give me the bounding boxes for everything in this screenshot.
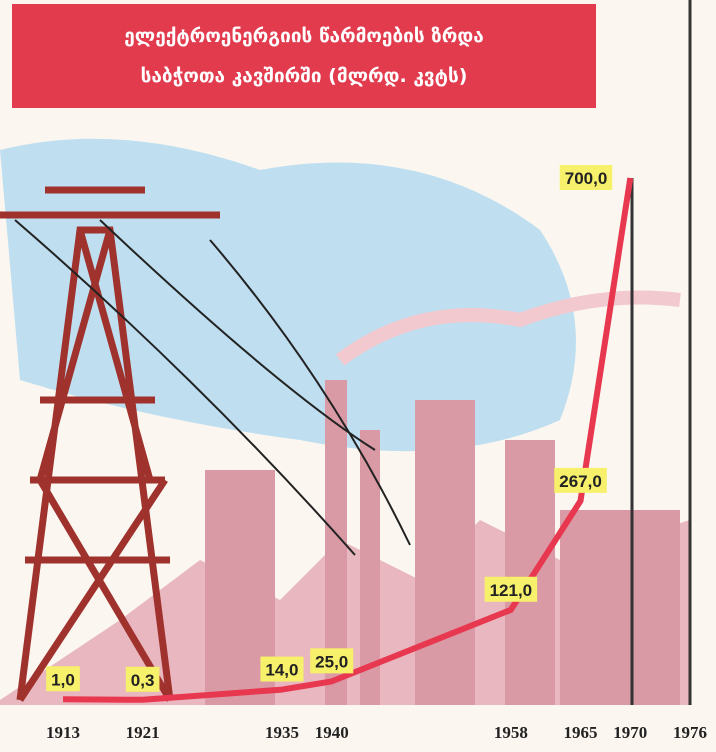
chart-subtitle: საბჭოთა კავშირში (მლრდ. კვტს): [141, 65, 468, 87]
x-tick-label: 1940: [315, 723, 349, 742]
x-tick-label: 1921: [126, 723, 160, 742]
value-label: 121,0: [490, 581, 533, 600]
chart-title: ელექტროენერგიის წარმოების ზრდა: [124, 25, 484, 47]
x-tick-label: 1976: [673, 723, 707, 742]
value-label: 25,0: [315, 652, 348, 671]
x-tick-label: 1958: [494, 723, 528, 742]
value-label: 267,0: [559, 472, 602, 491]
x-tick-label: 1970: [613, 723, 647, 742]
x-tick-label: 1965: [564, 723, 598, 742]
title-box: [12, 4, 596, 108]
value-label: 1,0: [51, 670, 75, 689]
sky: [0, 139, 576, 452]
x-tick-label: 1935: [265, 723, 299, 742]
x-tick-label: 1913: [46, 723, 80, 742]
chart: ელექტროენერგიის წარმოების ზრდა საბჭოთა კ…: [0, 0, 716, 752]
value-label: 14,0: [265, 661, 298, 680]
value-label: 700,0: [565, 169, 608, 188]
value-label: 0,3: [131, 671, 155, 690]
